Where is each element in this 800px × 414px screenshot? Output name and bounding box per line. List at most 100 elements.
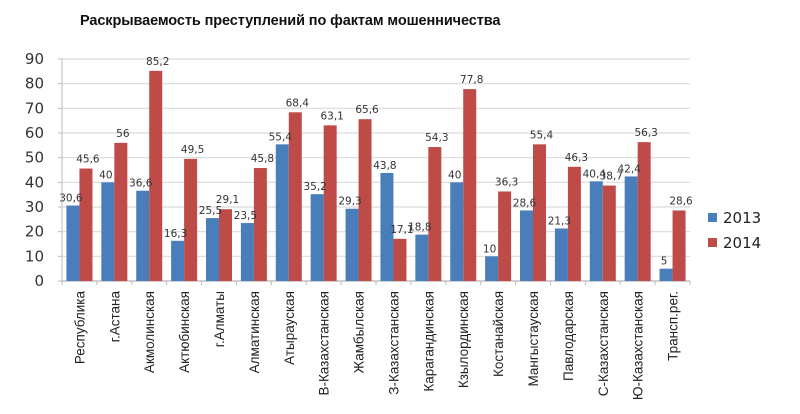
bar-2013 xyxy=(66,205,80,281)
x-tick-label: Трансп.рег. xyxy=(666,291,681,361)
x-tick-label: Актюбинская xyxy=(177,291,192,373)
bar-2014 xyxy=(567,166,581,281)
x-tick-label: С-Казахстанская xyxy=(596,291,611,396)
legend-label: 2013 xyxy=(723,208,762,227)
data-label-2013: 23,5 xyxy=(234,210,257,222)
data-label-2014: 45,8 xyxy=(251,153,274,165)
data-label-2013: 28,6 xyxy=(513,197,537,209)
bar-2013 xyxy=(554,228,568,281)
bar-2014 xyxy=(114,142,128,281)
x-tick-label: Мангыстауская xyxy=(526,291,541,387)
legend-label: 2014 xyxy=(723,233,762,252)
x-tick-label: Алматинская xyxy=(247,291,262,373)
x-tick-label: Карагандинская xyxy=(421,291,436,392)
chart-legend: 2013 2014 xyxy=(708,205,761,255)
data-label-2014: 63,1 xyxy=(320,110,343,122)
x-tick-label: г.Астана xyxy=(107,291,122,343)
bar-2013 xyxy=(589,181,603,281)
bar-2014 xyxy=(428,147,442,281)
bar-2013 xyxy=(485,256,499,281)
data-label-2013: 55,4 xyxy=(269,131,293,143)
y-tick-label: 80 xyxy=(25,75,44,93)
data-label-2013: 29,3 xyxy=(338,196,361,208)
data-label-2014: 49,5 xyxy=(181,144,204,156)
data-label-2014: 68,4 xyxy=(286,97,310,109)
x-tick-label: Республика xyxy=(72,291,87,365)
legend-swatch-2014-icon xyxy=(708,238,717,247)
bar-2014 xyxy=(602,185,616,281)
y-tick-label: 0 xyxy=(34,272,44,290)
bar-2014 xyxy=(288,112,302,281)
data-label-2014: 36,3 xyxy=(495,176,518,188)
bar-2013 xyxy=(171,240,185,281)
data-label-2014: 38,7 xyxy=(600,171,623,183)
bar-2013 xyxy=(240,223,254,281)
x-tick-label: Жамбылская xyxy=(352,291,367,373)
y-tick-label: 10 xyxy=(25,247,44,265)
data-label-2013: 35,2 xyxy=(303,181,326,193)
bar-2013 xyxy=(450,182,464,281)
y-tick-label: 40 xyxy=(25,173,44,191)
y-tick-label: 50 xyxy=(25,149,44,167)
data-label-2013: 40 xyxy=(99,169,112,181)
bar-2014 xyxy=(463,89,477,282)
bar-2013 xyxy=(136,190,150,281)
data-label-2013: 42,4 xyxy=(617,163,641,175)
data-label-2014: 29,1 xyxy=(216,194,239,206)
x-tick-label: Костанайская xyxy=(491,291,506,377)
bar-2013 xyxy=(380,172,394,281)
data-label-2014: 45,6 xyxy=(76,154,100,166)
bar-2013 xyxy=(206,218,219,281)
bar-2014 xyxy=(498,191,512,281)
chart-title: Раскрываемость преступлений по фактам мо… xyxy=(80,13,501,29)
x-tick-label: Атырауская xyxy=(282,291,297,365)
x-tick-label: г.Алматы xyxy=(212,291,227,347)
legend-item-2013: 2013 xyxy=(708,205,761,230)
y-tick-label: 70 xyxy=(25,99,44,117)
bar-2014 xyxy=(672,210,686,281)
bar-2014 xyxy=(253,168,267,281)
bar-2014 xyxy=(323,125,337,281)
data-label-2013: 5 xyxy=(661,256,668,268)
data-label-2014: 54,3 xyxy=(425,132,448,144)
x-tick-label: Ю-Казахстанская xyxy=(631,291,646,400)
bar-2013 xyxy=(310,194,324,281)
legend-swatch-2013-icon xyxy=(708,213,717,222)
data-label-2014: 85,2 xyxy=(146,56,169,68)
x-tick-label: Павлодарская xyxy=(561,291,576,381)
data-label-2013: 40 xyxy=(448,169,461,181)
bar-2013 xyxy=(101,182,115,281)
bar-2013 xyxy=(415,234,429,281)
bar-2013 xyxy=(275,144,289,281)
x-tick-label: Акмолинская xyxy=(142,291,157,373)
bar-2014 xyxy=(184,158,198,281)
data-label-2013: 10 xyxy=(483,243,496,255)
data-label-2014: 56,3 xyxy=(634,127,657,139)
data-label-2014: 28,6 xyxy=(669,195,693,207)
x-tick-label: Кзылординская xyxy=(456,291,471,388)
bar-2014 xyxy=(149,70,163,281)
data-label-2013: 30,6 xyxy=(59,193,83,205)
data-label-2013: 16,3 xyxy=(164,228,187,240)
data-label-2014: 46,3 xyxy=(565,152,588,164)
data-label-2013: 18,8 xyxy=(408,222,431,234)
data-label-2014: 55,4 xyxy=(530,129,554,141)
data-label-2014: 65,6 xyxy=(355,104,379,116)
bar-2013 xyxy=(624,176,638,281)
data-label-2014: 56 xyxy=(116,128,130,140)
bar-2014 xyxy=(358,119,372,281)
y-tick-label: 60 xyxy=(25,124,44,142)
y-tick-label: 90 xyxy=(25,50,44,68)
bar-2014 xyxy=(637,142,651,281)
y-tick-label: 30 xyxy=(25,198,44,216)
data-label-2014: 17,1 xyxy=(390,224,413,236)
x-tick-label: З-Казахстанская xyxy=(386,291,401,395)
data-label-2014: 77,8 xyxy=(460,74,483,86)
bar-2013 xyxy=(520,210,533,281)
data-label-2013: 40,4 xyxy=(583,168,607,180)
bar-2013 xyxy=(345,208,359,281)
bar-2013 xyxy=(659,268,673,281)
data-label-2013: 21,3 xyxy=(548,215,571,227)
x-tick-label: В-Казахстанская xyxy=(317,291,332,396)
